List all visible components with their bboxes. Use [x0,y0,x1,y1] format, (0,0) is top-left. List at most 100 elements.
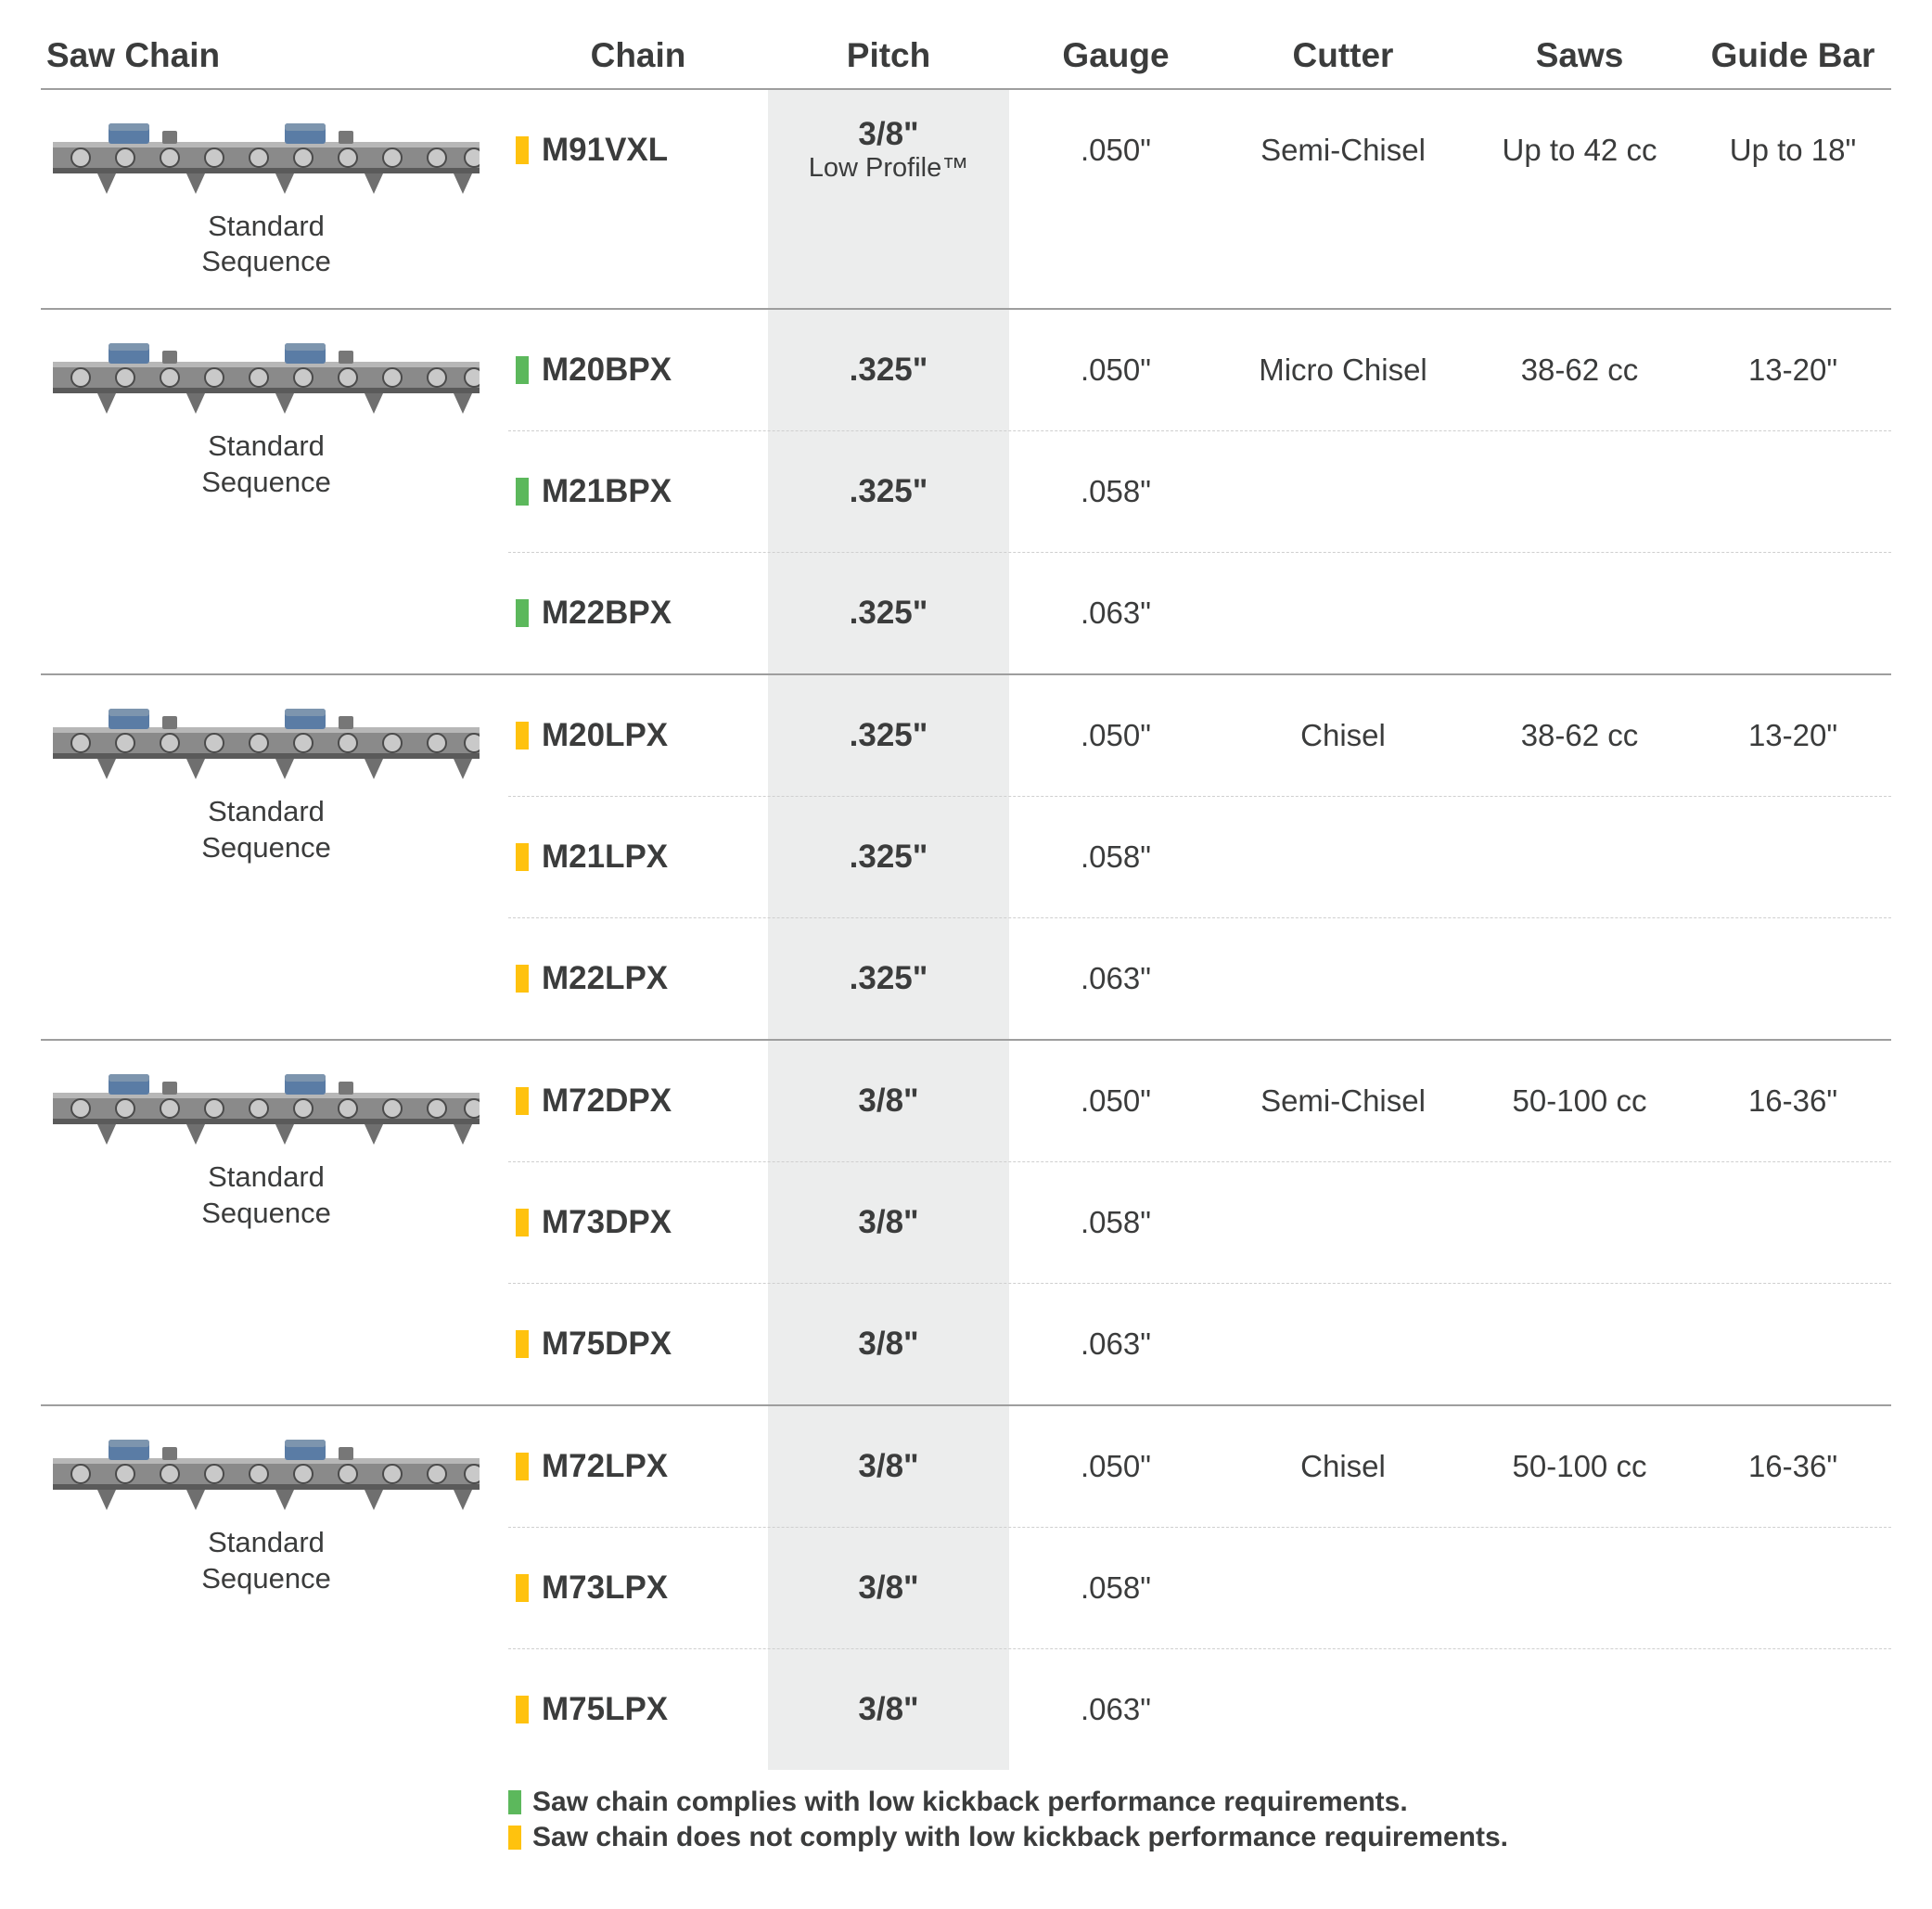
table-header: Saw Chain Chain Pitch Gauge Cutter Saws … [41,37,1891,90]
cutter-cell: Chisel [1222,1449,1464,1484]
pitch-cell: 3/8" [768,1041,1009,1161]
col-chain: Chain [508,37,768,75]
compliance-swatch [516,843,529,871]
pitch-value: 3/8" [768,1326,1009,1363]
bar-cell: 16-36" [1695,1449,1890,1484]
pitch-cell: .325" [768,797,1009,917]
chain-code-cell: M22BPX [508,595,768,632]
chain-code: M75LPX [542,1691,668,1728]
pitch-value: 3/8" [768,116,1009,153]
chain-image-cell: StandardSequence [41,310,508,673]
chain-image-cell: StandardSequence [41,1406,508,1770]
pitch-cell: .325" [768,553,1009,673]
pitch-value: 3/8" [768,1083,1009,1120]
col-saw-chain: Saw Chain [41,37,508,75]
saws-cell: 50-100 cc [1464,1083,1695,1119]
legend-text-yellow: Saw chain does not comply with low kickb… [532,1822,1508,1853]
cutter-cell: Semi-Chisel [1222,1083,1464,1119]
compliance-swatch [516,1574,529,1602]
saws-cell: 38-62 cc [1464,718,1695,753]
pitch-cell: .325" [768,918,1009,1039]
pitch-value: .325" [768,473,1009,510]
chain-image-caption: StandardSequence [201,794,331,866]
chain-code-cell: M73LPX [508,1569,768,1607]
pitch-value: 3/8" [768,1204,1009,1241]
chain-rows: M72LPX3/8".050"Chisel50-100 cc16-36"M73L… [508,1406,1891,1770]
legend-text-green: Saw chain complies with low kickback per… [532,1787,1408,1818]
chain-code: M72DPX [542,1083,672,1120]
compliance-swatch [516,1696,529,1723]
compliance-swatch [516,356,529,384]
pitch-cell: 3/8" [768,1162,1009,1283]
chain-image-caption: StandardSequence [201,429,331,501]
chain-row: M72LPX 3/8".050"Chisel50-100 cc16-36" [508,1406,1891,1527]
compliance-swatch [516,722,529,750]
chain-code: M21LPX [542,839,668,876]
chain-rows: M91VXL3/8"Low Profile™.050"Semi-ChiselUp… [508,90,1891,309]
saws-cell: 50-100 cc [1464,1449,1695,1484]
chain-code-cell: M20LPX [508,717,768,754]
gauge-cell: .050" [1009,1449,1222,1484]
gauge-cell: .058" [1009,1570,1222,1606]
chain-row: M20BPX.325".050"Micro Chisel38-62 cc13-2… [508,310,1891,430]
legend-swatch-yellow [508,1826,521,1850]
pitch-value: 3/8" [768,1569,1009,1607]
gauge-cell: .063" [1009,596,1222,631]
chain-code: M72LPX [542,1448,668,1485]
gauge-cell: .050" [1009,1083,1222,1119]
chain-row: M21BPX.325".058" [508,430,1891,552]
chain-rows: M20LPX.325".050"Chisel38-62 cc13-20"M21L… [508,675,1891,1039]
pitch-cell: .325" [768,310,1009,430]
gauge-cell: .058" [1009,1205,1222,1240]
compliance-swatch [516,1209,529,1236]
gauge-cell: .050" [1009,718,1222,753]
chain-row: M73LPX 3/8".058" [508,1527,1891,1648]
pitch-value: .325" [768,352,1009,389]
cutter-cell: Chisel [1222,718,1464,753]
chain-row: M72DPX3/8".050"Semi-Chisel50-100 cc16-36… [508,1041,1891,1161]
chain-image [53,330,480,416]
pitch-value: .325" [768,960,1009,997]
chain-code: M73LPX [542,1569,668,1607]
pitch-value: 3/8" [768,1691,1009,1728]
chain-code: M21BPX [542,473,672,510]
compliance-swatch [516,1330,529,1358]
bar-cell: 13-20" [1695,718,1890,753]
gauge-cell: .063" [1009,961,1222,996]
chain-code-cell: M22LPX [508,960,768,997]
cutter-cell: Semi-Chisel [1222,133,1464,168]
chain-code-cell: M72LPX [508,1448,768,1485]
chain-image-caption: StandardSequence [201,1159,331,1232]
pitch-cell: 3/8" [768,1406,1009,1527]
chain-code-cell: M21BPX [508,473,768,510]
chain-image [53,1427,480,1512]
compliance-swatch [516,1453,529,1480]
col-cutter: Cutter [1222,37,1464,75]
compliance-swatch [516,965,529,993]
chain-code: M20BPX [542,352,672,389]
legend: Saw chain complies with low kickback per… [508,1787,1891,1853]
pitch-cell: .325" [768,431,1009,552]
compliance-swatch [516,1087,529,1115]
chain-rows: M20BPX.325".050"Micro Chisel38-62 cc13-2… [508,310,1891,673]
pitch-value: .325" [768,595,1009,632]
pitch-value: .325" [768,839,1009,876]
saws-cell: Up to 42 cc [1464,133,1695,168]
chain-group: StandardSequenceM20LPX.325".050"Chisel38… [41,675,1891,1041]
gauge-cell: .050" [1009,133,1222,168]
legend-swatch-green [508,1790,521,1814]
chain-row: M22LPX.325".063" [508,917,1891,1039]
pitch-cell: 3/8" [768,1284,1009,1404]
chain-row: M20LPX.325".050"Chisel38-62 cc13-20" [508,675,1891,796]
chain-row: M22BPX.325".063" [508,552,1891,673]
compliance-swatch [516,136,529,164]
pitch-value: .325" [768,717,1009,754]
chain-row: M73DPX 3/8".058" [508,1161,1891,1283]
chain-code-cell: M20BPX [508,352,768,389]
chain-code: M73DPX [542,1204,672,1241]
chain-image-cell: StandardSequence [41,90,508,309]
chain-rows: M72DPX3/8".050"Semi-Chisel50-100 cc16-36… [508,1041,1891,1404]
chain-image-caption: StandardSequence [201,1525,331,1597]
bar-cell: 13-20" [1695,352,1890,388]
gauge-cell: .058" [1009,839,1222,875]
